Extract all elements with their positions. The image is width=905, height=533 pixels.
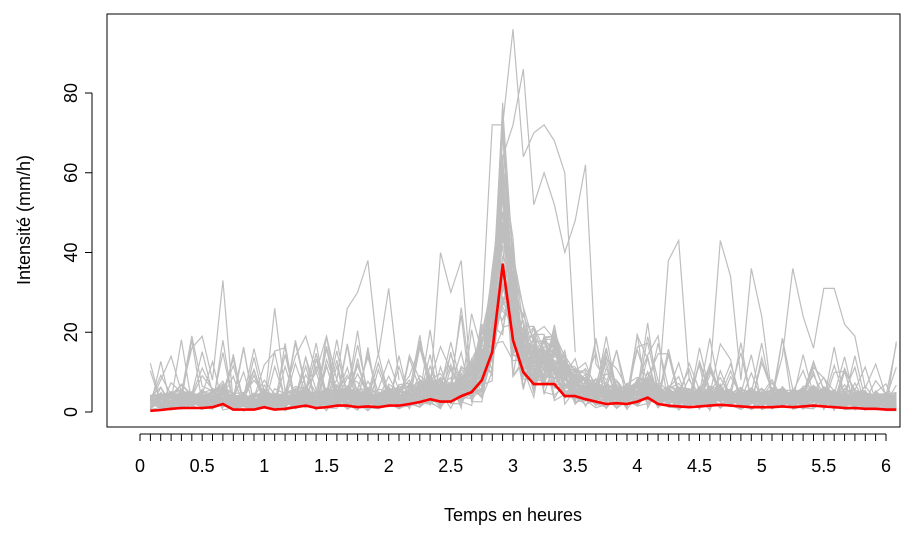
ensemble-lines <box>149 29 897 412</box>
x-tick-label: 0.5 <box>190 456 215 476</box>
ensemble-peak-line <box>429 29 576 393</box>
x-tick-label: 1 <box>259 456 269 476</box>
y-axis-title: Intensité (mm/h) <box>14 155 34 285</box>
x-tick-label: 4 <box>632 456 642 476</box>
x-axis-title: Temps en heures <box>444 505 582 525</box>
y-tick-label: 60 <box>61 163 81 183</box>
x-tick-label: 4.5 <box>687 456 712 476</box>
ensemble-peak-line <box>263 260 400 405</box>
x-tick-label: 1.5 <box>314 456 339 476</box>
y-tick-label: 80 <box>61 83 81 103</box>
ensemble-line <box>149 133 897 411</box>
ensemble-line <box>149 164 897 412</box>
x-axis: 0 0.5 1 1.5 2 2.5 3 3.5 4 4.5 5 5.5 6 <box>135 433 891 476</box>
ensemble-peak-line <box>149 280 234 405</box>
ensemble-peak-line <box>481 68 607 381</box>
ensemble-line <box>150 269 897 410</box>
mean-line <box>150 263 897 413</box>
ensemble-line <box>149 265 897 412</box>
y-tick-label: 20 <box>61 322 81 342</box>
x-tick-label: 5.5 <box>811 456 836 476</box>
x-tick-label: 0 <box>135 456 145 476</box>
x-tick-label: 6 <box>881 456 891 476</box>
ensemble-line <box>150 107 897 409</box>
x-tick-label: 3.5 <box>563 456 588 476</box>
ensemble-peak-line <box>657 238 897 399</box>
ensemble-line <box>149 170 897 412</box>
x-tick-label: 5 <box>757 456 767 476</box>
y-tick-label: 40 <box>61 242 81 262</box>
plot-frame <box>106 13 901 428</box>
y-tick-label: 0 <box>61 407 81 417</box>
mean-line-layer <box>150 263 897 413</box>
y-axis: 0 20 40 60 80 <box>61 83 93 417</box>
x-tick-label: 2 <box>384 456 394 476</box>
x-tick-label: 3 <box>508 456 518 476</box>
x-tick-label: 2.5 <box>438 456 463 476</box>
